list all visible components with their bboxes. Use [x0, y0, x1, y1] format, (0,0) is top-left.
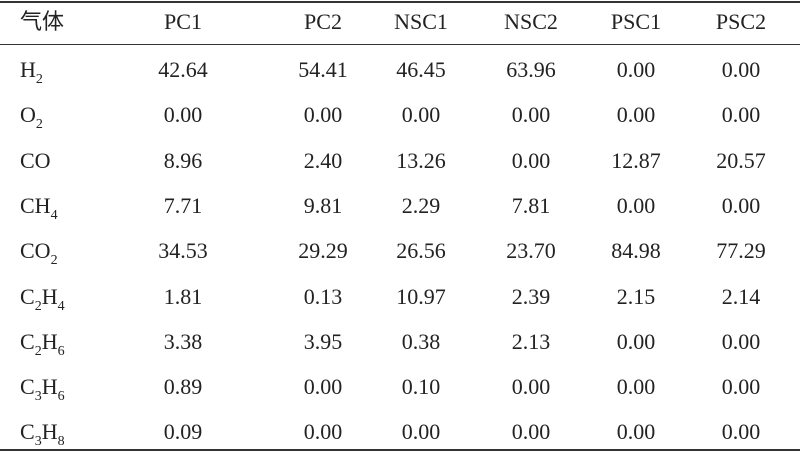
formula-part: H [41, 374, 58, 400]
subscript: 8 [57, 434, 65, 450]
header-cell: PSC2 [715, 9, 767, 34]
value-cell: 34.53 [158, 238, 208, 264]
value-cell: 0.00 [616, 328, 656, 354]
value-cell: 7.81 [511, 192, 551, 218]
subscript: 3 [34, 389, 42, 405]
formula-part: CH [20, 192, 51, 218]
value-cell: 12.87 [611, 147, 661, 173]
value-cell: 0.00 [616, 374, 656, 400]
value-cell: 0.00 [511, 147, 551, 173]
value-cell: 0.09 [163, 419, 203, 445]
subscript: 3 [34, 434, 42, 450]
value-cell: 2.40 [303, 147, 343, 173]
gas-name: O2 [20, 100, 43, 133]
formula-part: C [20, 374, 35, 400]
formula-part: H [20, 57, 36, 82]
value-cell: 0.00 [721, 419, 761, 445]
value-cell: 46.45 [396, 57, 446, 82]
value-cell: 0.13 [303, 283, 343, 309]
formula-part: CO [20, 238, 51, 264]
value-cell: 77.29 [716, 238, 766, 264]
subscript: 2 [35, 72, 43, 87]
value-cell: 0.00 [303, 374, 343, 400]
value-cell: 0.00 [401, 102, 441, 128]
formula-part: C [20, 328, 35, 354]
subscript: 2 [50, 253, 58, 269]
bottom-rule [0, 449, 800, 451]
value-cell: 84.98 [611, 238, 661, 264]
header-cell: 气体 [20, 9, 65, 34]
value-cell: 0.00 [303, 419, 343, 445]
value-cell: 7.71 [163, 192, 203, 218]
formula-part: C [20, 419, 35, 445]
header-rule [0, 44, 800, 45]
subscript: 4 [50, 207, 58, 223]
value-cell: 23.70 [506, 238, 556, 264]
gas-name: C2H6 [20, 327, 65, 359]
header-cell: PC1 [164, 9, 202, 34]
value-cell: 2.13 [511, 328, 551, 354]
value-cell: 63.96 [506, 57, 556, 82]
value-cell: 0.00 [616, 57, 656, 82]
value-cell: 0.00 [616, 419, 656, 445]
value-cell: 8.96 [163, 147, 203, 173]
value-cell: 42.64 [158, 57, 208, 82]
value-cell: 0.00 [303, 102, 343, 128]
value-cell: 9.81 [303, 192, 343, 218]
value-cell: 0.38 [401, 328, 441, 354]
value-cell: 0.89 [163, 374, 203, 400]
value-cell: 0.10 [401, 374, 441, 400]
gas-name: C2H4 [20, 282, 65, 314]
header-cell: PSC1 [610, 9, 662, 34]
formula-part: H [41, 283, 58, 309]
value-cell: 1.81 [163, 283, 203, 309]
header-cell: NSC1 [394, 9, 448, 34]
value-cell: 0.00 [721, 57, 761, 82]
value-cell: 2.39 [511, 283, 551, 309]
value-cell: 2.15 [616, 283, 656, 309]
value-cell: 0.00 [511, 419, 551, 445]
value-cell: 29.29 [298, 238, 348, 264]
value-cell: 26.56 [396, 238, 446, 264]
gas-name: H2 [20, 55, 43, 87]
value-cell: 2.29 [401, 192, 441, 218]
subscript: 6 [57, 389, 65, 405]
formula-part: H [41, 419, 58, 445]
top-rule [0, 1, 800, 3]
formula-part: O [20, 102, 36, 128]
value-cell: 0.00 [616, 192, 656, 218]
value-cell: 13.26 [396, 147, 446, 173]
value-cell: 0.00 [721, 102, 761, 128]
value-cell: 20.57 [716, 147, 766, 173]
value-cell: 3.95 [303, 328, 343, 354]
value-cell: 3.38 [163, 328, 203, 354]
subscript: 4 [57, 298, 65, 314]
formula-part: CO [20, 147, 51, 173]
value-cell: 0.00 [401, 419, 441, 445]
subscript: 6 [57, 343, 65, 359]
value-cell: 10.97 [396, 283, 446, 309]
value-cell: 0.00 [511, 102, 551, 128]
formula-part: H [41, 328, 58, 354]
value-cell: 2.14 [721, 283, 761, 309]
subscript: 2 [35, 117, 43, 133]
gas-name: C3H6 [20, 372, 65, 405]
gas-name: CO [20, 146, 51, 176]
header-cell: PC2 [304, 9, 342, 34]
value-cell: 54.41 [298, 57, 348, 82]
subscript: 2 [34, 298, 42, 314]
value-cell: 0.00 [511, 374, 551, 400]
gas-name: CH4 [20, 191, 58, 223]
value-cell: 0.00 [721, 374, 761, 400]
value-cell: 0.00 [163, 102, 203, 128]
gas-name: CO2 [20, 236, 58, 269]
value-cell: 0.00 [721, 192, 761, 218]
header-cell: NSC2 [504, 9, 558, 34]
formula-part: C [20, 283, 35, 309]
value-cell: 0.00 [721, 328, 761, 354]
value-cell: 0.00 [616, 102, 656, 128]
subscript: 2 [34, 343, 42, 359]
gas-name: C3H8 [20, 417, 65, 450]
